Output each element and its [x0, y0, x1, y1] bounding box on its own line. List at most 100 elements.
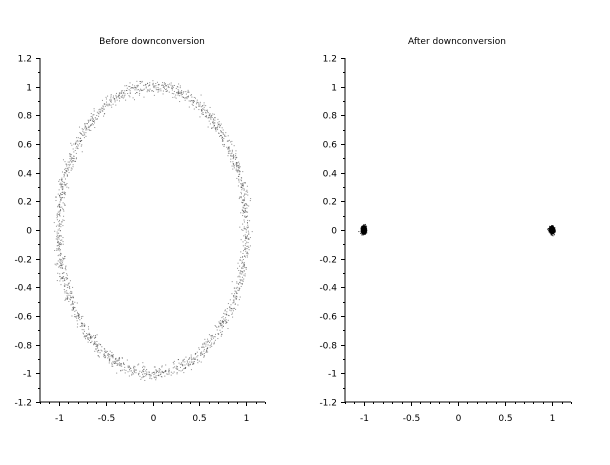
- scatter-point: [116, 362, 118, 364]
- scatter-point: [73, 151, 75, 153]
- scatter-point: [96, 345, 98, 347]
- scatter-point: [205, 111, 207, 113]
- scatter-point: [108, 103, 110, 105]
- scatter-point: [63, 191, 65, 193]
- scatter-point: [247, 253, 249, 255]
- y-tick-label: 0.2: [18, 198, 32, 208]
- scatter-point: [120, 363, 122, 365]
- scatter-point: [223, 312, 225, 314]
- scatter-point: [60, 198, 62, 200]
- scatter-point: [552, 225, 554, 227]
- scatter-point: [94, 122, 96, 124]
- scatter-point: [199, 116, 201, 118]
- scatter-point: [87, 119, 89, 121]
- scatter-point: [66, 273, 68, 275]
- scatter-point: [160, 90, 162, 92]
- scatter-point: [124, 94, 126, 96]
- scatter-point: [159, 374, 161, 376]
- scatter-point: [169, 83, 171, 85]
- scatter-point: [123, 364, 125, 366]
- scatter-point: [239, 196, 241, 198]
- scatter-point: [109, 358, 111, 360]
- scatter-point: [206, 109, 208, 111]
- scatter-point: [96, 344, 98, 346]
- scatter-point: [153, 94, 155, 96]
- y-tick-label: -1: [328, 370, 337, 380]
- scatter-point: [210, 114, 212, 116]
- scatter-point: [63, 219, 65, 221]
- scatter-point: [92, 120, 94, 122]
- scatter-point: [243, 261, 245, 263]
- scatter-point: [363, 229, 365, 231]
- scatter-point: [105, 103, 107, 105]
- scatter-point: [145, 87, 147, 89]
- scatter-point: [106, 350, 108, 352]
- scatter-point: [158, 372, 160, 374]
- scatter-point: [56, 214, 58, 216]
- scatter-point: [177, 90, 179, 92]
- scatter-point: [246, 215, 248, 217]
- scatter-point: [178, 83, 180, 85]
- scatter-point: [186, 96, 188, 98]
- scatter-point: [552, 235, 554, 237]
- scatter-point: [65, 184, 67, 186]
- scatter-point: [61, 183, 63, 185]
- scatter-point: [141, 80, 143, 82]
- scatter-point: [85, 129, 87, 131]
- scatter-point: [59, 223, 61, 225]
- scatter-point: [171, 89, 173, 91]
- scatter-point: [150, 375, 152, 377]
- scatter-point: [62, 186, 64, 188]
- scatter-point: [107, 357, 109, 359]
- scatter-point: [118, 97, 120, 99]
- scatter-point: [236, 281, 238, 283]
- scatter-point: [552, 231, 554, 233]
- scatter-point: [75, 157, 77, 159]
- scatter-point: [60, 260, 62, 262]
- scatter-point: [221, 132, 223, 134]
- scatter-point: [112, 355, 114, 357]
- scatter-point: [176, 372, 178, 374]
- scatter-point: [97, 345, 99, 347]
- scatter-point: [152, 83, 154, 85]
- scatter-point: [205, 351, 207, 353]
- scatter-point: [75, 142, 77, 144]
- scatter-point: [158, 375, 160, 377]
- scatter-point: [113, 98, 115, 100]
- scatter-point: [228, 146, 230, 148]
- scatter-point: [549, 225, 551, 227]
- scatter-point: [69, 160, 71, 162]
- scatter-point: [205, 112, 207, 114]
- scatter-point: [222, 137, 224, 139]
- scatter-point: [67, 285, 69, 287]
- scatter-point: [83, 131, 85, 133]
- scatter-point: [94, 117, 96, 119]
- scatter-point: [63, 258, 65, 260]
- scatter-point: [233, 299, 235, 301]
- scatter-point: [80, 133, 82, 135]
- scatter-point: [59, 201, 61, 203]
- scatter-point: [363, 230, 365, 232]
- scatter-point: [73, 157, 75, 159]
- scatter-point: [79, 325, 81, 327]
- scatter-point: [220, 324, 222, 326]
- scatter-point: [200, 354, 202, 356]
- scatter-point: [247, 219, 249, 221]
- scatter-point: [179, 87, 181, 89]
- scatter-point: [365, 231, 367, 233]
- scatter-point: [204, 109, 206, 111]
- scatter-point: [90, 115, 92, 117]
- scatter-point: [61, 186, 63, 188]
- scatter-point: [82, 135, 84, 137]
- scatter-point: [70, 167, 72, 169]
- scatter-point: [226, 308, 228, 310]
- scatter-point: [72, 301, 74, 303]
- scatter-point: [233, 167, 235, 169]
- scatter-point: [138, 89, 140, 91]
- scatter-point: [244, 244, 246, 246]
- scatter-point: [96, 334, 98, 336]
- y-tick-label: 0.8: [18, 112, 33, 122]
- scatter-point: [66, 174, 68, 176]
- scatter-point: [196, 359, 198, 361]
- scatter-point: [103, 356, 105, 358]
